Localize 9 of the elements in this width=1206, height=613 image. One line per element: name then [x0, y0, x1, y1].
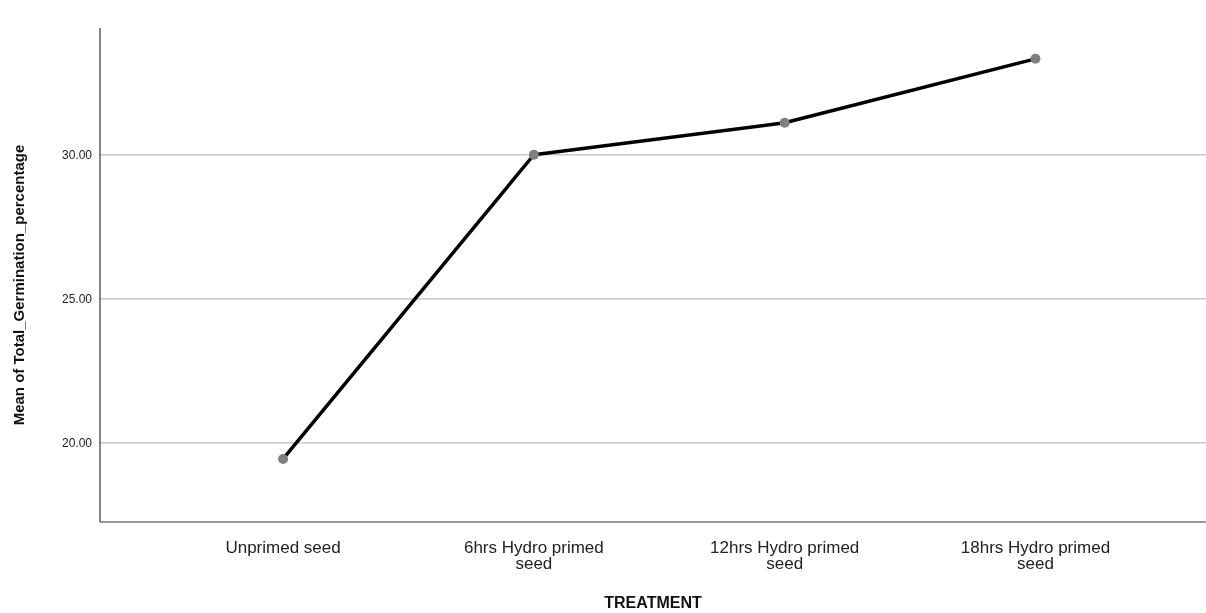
y-tick-label: 25.00	[61, 291, 93, 306]
y-tick-label: 20.00	[61, 435, 93, 450]
x-axis-title: TREATMENT	[604, 594, 702, 611]
x-tick-label: Unprimed seed	[225, 538, 341, 557]
x-tick-label: 6hrs Hydro primed seed	[463, 538, 604, 573]
y-tick-label: 30.00	[61, 147, 93, 162]
x-tick-label: 18hrs Hydro primed seed	[960, 538, 1111, 573]
x-tick-label: 12hrs Hydro primed seed	[710, 538, 860, 573]
y-axis-title: Mean of Total_Germination_percentage	[10, 144, 27, 426]
